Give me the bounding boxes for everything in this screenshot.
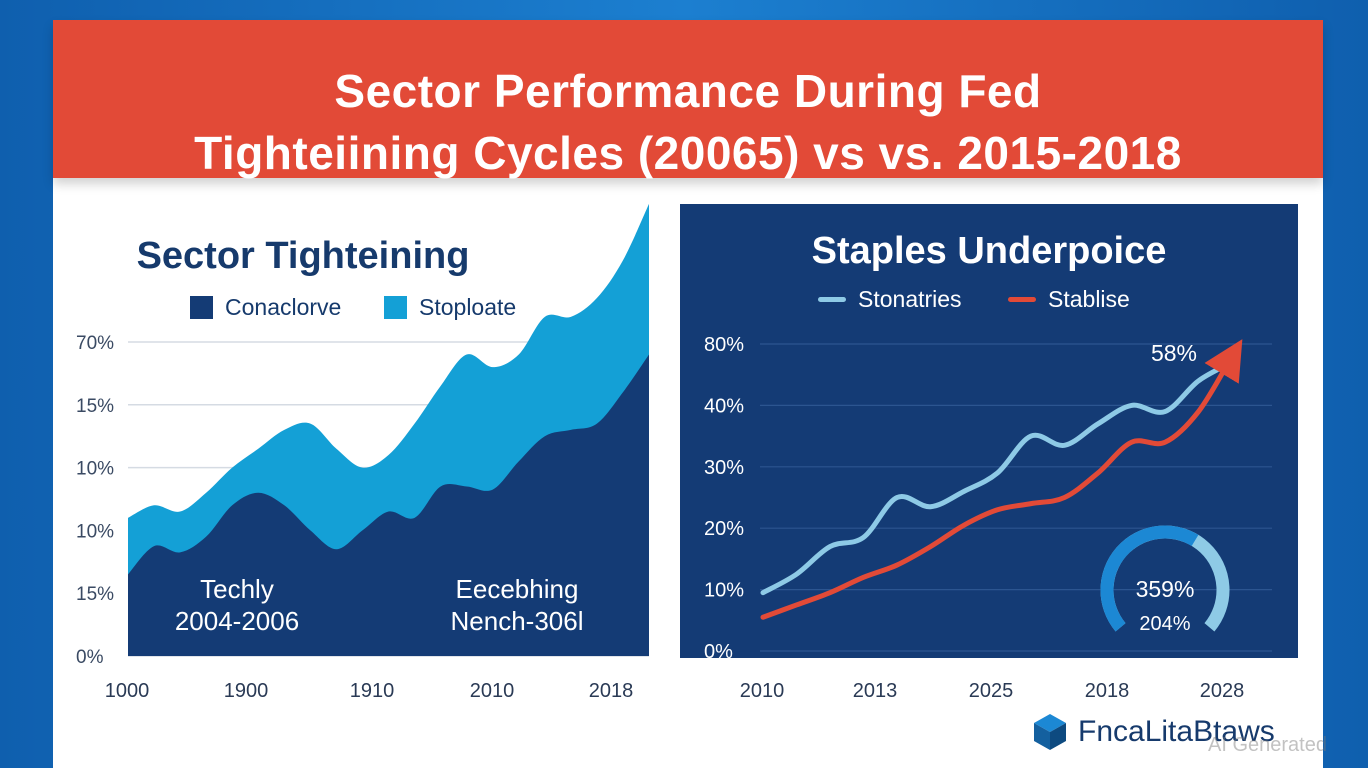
line-series-stablise	[760, 339, 1243, 620]
left-y-tick-label: 15%	[76, 584, 114, 605]
legend-swatch-light-blue	[384, 296, 407, 319]
left-legend-item-2: Stoploate	[384, 294, 516, 321]
right-y-tick-label: 30%	[704, 457, 744, 479]
left-y-tick-label: 0%	[76, 647, 104, 668]
ai-watermark: AI Generated	[1208, 734, 1327, 756]
left-y-tick-label: 15%	[76, 396, 114, 417]
right-legend-item-2: Stablise	[1008, 286, 1130, 313]
right-y-tick-label: 10%	[704, 580, 744, 602]
left-x-tick-label: 1900	[224, 680, 269, 702]
area-annotation-range: Nench-306l	[451, 606, 584, 636]
left-x-tick-label: 1000	[105, 680, 150, 702]
right-legend-label-2: Stablise	[1048, 286, 1130, 312]
right-x-tick-label: 2028	[1200, 680, 1245, 702]
left-legend-label-2: Stoploate	[419, 294, 517, 320]
line-series-stonatries	[760, 359, 1235, 596]
peak-value-label: 58%	[1151, 340, 1197, 366]
right-x-tick-label: 2018	[1085, 680, 1130, 702]
page-title-line-2: Tighteiining Cycles (20065) vs vs. 2015-…	[194, 127, 1182, 179]
cube-icon	[1034, 714, 1066, 750]
gauge-sub-label: 204%	[1139, 613, 1190, 635]
page-title-line-1: Sector Performance During Fed	[334, 65, 1042, 117]
left-y-tick-label: 70%	[76, 333, 114, 354]
right-y-tick-label: 20%	[704, 518, 744, 540]
left-legend-label-1: Conaclorve	[225, 294, 342, 320]
left-y-tick-label: 10%	[76, 521, 114, 542]
right-y-tick-label: 40%	[704, 395, 744, 417]
brand-logo: FncaLitaBtaws	[1030, 712, 1275, 752]
left-chart-title: Sector Tighteining	[136, 235, 470, 277]
area-annotation-range: 2004-2006	[175, 606, 299, 636]
legend-line-light	[818, 297, 846, 302]
gauge-fill	[1100, 525, 1199, 632]
area-annotation-title: Eecebhing	[456, 574, 579, 604]
right-legend-item-1: Stonatries	[818, 286, 962, 313]
left-x-tick-label: 2018	[589, 680, 634, 702]
left-y-tick-label: 10%	[76, 459, 114, 480]
left-x-tick-label: 2010	[470, 680, 515, 702]
right-chart-title: Staples Underpoice	[811, 230, 1167, 272]
left-legend-item-1: Conaclorve	[190, 294, 341, 321]
gauge-value-label: 359%	[1136, 576, 1195, 602]
left-x-tick-label: 1910	[350, 680, 395, 702]
right-x-tick-label: 2013	[853, 680, 898, 702]
right-x-tick-label: 2025	[969, 680, 1014, 702]
right-y-tick-label: 0%	[704, 641, 733, 663]
right-legend-label-1: Stonatries	[858, 286, 962, 312]
title-banner: Sector Performance During Fed Tighteiini…	[53, 20, 1323, 179]
legend-swatch-navy	[190, 296, 213, 319]
right-x-tick-label: 2010	[740, 680, 785, 702]
area-annotation-title: Techly	[200, 574, 274, 604]
brand-name: FncaLitaBtaws	[1078, 715, 1275, 748]
legend-line-red	[1008, 297, 1036, 302]
right-y-tick-label: 80%	[704, 334, 744, 356]
area-series-conaclorve	[128, 354, 649, 656]
